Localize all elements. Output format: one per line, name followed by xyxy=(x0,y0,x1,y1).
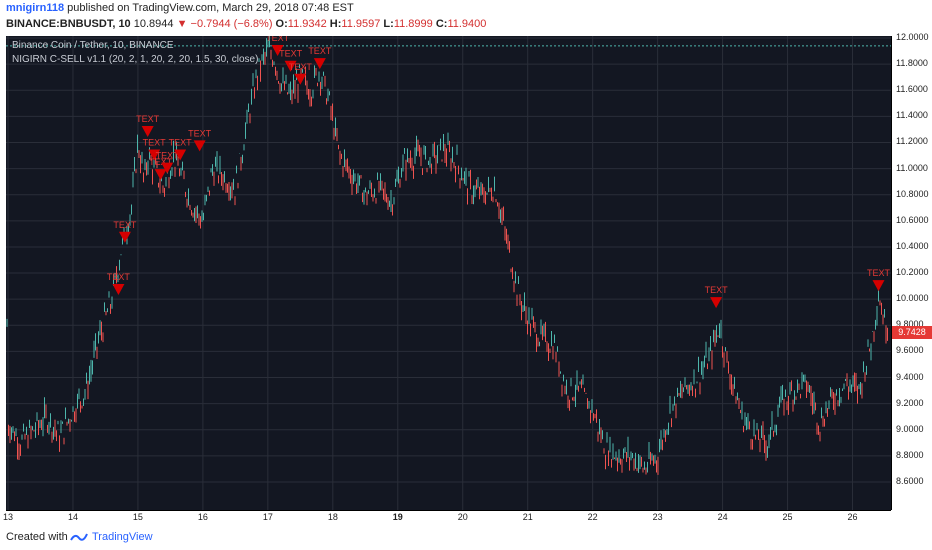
price-change: −0.7944 (−6.8%) xyxy=(190,18,273,30)
sell-signal-marker xyxy=(872,280,885,292)
time-axis-label: 25 xyxy=(782,512,793,522)
sell-signal-marker xyxy=(284,60,297,72)
price-axis-label: 10.4000 xyxy=(896,240,929,251)
sell-signal-marker xyxy=(710,297,723,309)
last-price-tag: 9.7428 xyxy=(892,325,932,339)
high-label: H: xyxy=(329,18,342,30)
publish-info: published on TradingView.com, March 29, … xyxy=(67,2,354,14)
publish-line: mnigirn118 published on TradingView.com,… xyxy=(6,2,354,14)
symbol-label: BINANCE:BNBUSDT, 10 xyxy=(6,18,131,30)
sell-signal-label: TEXT xyxy=(266,36,290,43)
sell-signal-label: TEXT xyxy=(289,62,313,72)
price-axis[interactable]: 12.0000 11.8000 11.6000 11.4000 11.2000 11.00… xyxy=(891,32,932,510)
footer: Created with TradingView xyxy=(0,524,932,550)
indicator-legend[interactable]: NIGIRN C-SELL v1.1 (20, 2, 1, 20, 2, 20,… xyxy=(12,54,259,65)
sell-signal-marker xyxy=(271,45,284,57)
time-axis-label: 20 xyxy=(457,512,468,522)
high-value: 11.9597 xyxy=(341,18,381,30)
sell-signal-marker xyxy=(148,149,161,161)
price-axis-label: 10.6000 xyxy=(896,214,929,225)
price-axis-label: 9.2000 xyxy=(896,397,924,408)
price-axis-label: 11.8000 xyxy=(896,58,928,69)
price-axis-label: 9.6000 xyxy=(896,345,924,356)
price-axis-label: 12.0000 xyxy=(896,32,929,42)
time-axis-label: 23 xyxy=(652,512,663,522)
price-plot: TEXTTEXTTEXTTEXTTEXTTEXTTEXTTEXTTEXTTEXT… xyxy=(6,33,891,510)
time-axis-label: 18 xyxy=(327,512,338,522)
price-chart[interactable]: TEXT TEXT TEXT TEXT TEXT TEXT TEXT TEXT TEXT TEXT… xyxy=(6,33,891,510)
sell-signal-marker xyxy=(118,231,131,243)
sell-signal-marker xyxy=(193,140,206,152)
open-value: 11.9342 xyxy=(287,18,327,30)
time-axis-label: 24 xyxy=(717,512,728,522)
sell-signal-marker xyxy=(112,284,125,296)
low-label: L: xyxy=(383,18,394,30)
tradingview-brand-link[interactable]: TradingView xyxy=(92,531,153,543)
price-axis-label: 8.8000 xyxy=(896,449,924,460)
current-price: 10.8944 xyxy=(133,18,174,30)
series-legend: Binance Coin / Tether, 10, BINANCE xyxy=(12,40,174,51)
time-axis-label: 16 xyxy=(197,512,208,522)
created-with-text: Created with xyxy=(6,531,68,543)
down-arrow-icon: ▼ xyxy=(176,18,188,30)
sell-signal-marker xyxy=(174,149,187,161)
sell-signal-label: TEXT xyxy=(308,46,332,56)
time-axis-label: 14 xyxy=(67,512,78,522)
price-axis-label: 10.8000 xyxy=(896,188,929,199)
sell-signal-label: TEXT xyxy=(188,128,212,138)
time-axis-label: 21 xyxy=(522,512,533,522)
price-axis-label: 11.2000 xyxy=(896,136,928,147)
price-axis-label: 11.6000 xyxy=(896,84,928,95)
close-value: 11.9400 xyxy=(447,18,487,30)
sell-signal-label: TEXT xyxy=(867,268,891,278)
time-axis-label: 26 xyxy=(847,512,858,522)
sell-signal-marker xyxy=(294,73,307,85)
price-axis-label: 9.0000 xyxy=(896,423,924,434)
price-axis-label: 10.2000 xyxy=(896,267,929,278)
time-axis-label: 19 xyxy=(392,512,403,522)
price-axis-label: 9.4000 xyxy=(896,371,924,382)
sell-signal-label: TEXT xyxy=(149,157,173,167)
price-axis-label: 8.6000 xyxy=(896,476,924,486)
symbol-line: BINANCE:BNBUSDT, 10 10.8944 ▼ −0.7944 (−… xyxy=(6,18,486,30)
time-axis-label: 13 xyxy=(3,512,14,522)
sell-signal-label: TEXT xyxy=(705,285,729,295)
tradingview-logo-icon xyxy=(70,533,88,541)
low-value: 11.8999 xyxy=(393,18,433,30)
time-axis-label: 15 xyxy=(132,512,143,522)
sell-signal-label: TEXT xyxy=(169,138,193,148)
time-axis-label: 17 xyxy=(262,512,273,522)
open-label: O: xyxy=(275,18,288,30)
sell-signal-marker xyxy=(161,162,174,174)
time-axis[interactable]: 13 14 15 16 17 18 19 20 21 22 23 24 25 26 xyxy=(3,510,891,524)
close-label: C: xyxy=(435,18,448,30)
sell-signal-marker xyxy=(313,58,326,70)
author-link[interactable]: mnigirn118 xyxy=(6,2,65,14)
sell-signal-label: TEXT xyxy=(113,220,137,230)
sell-signal-marker xyxy=(154,169,167,181)
time-axis-label: 22 xyxy=(587,512,598,522)
sell-signal-marker xyxy=(141,126,154,138)
price-axis-label: 9.8000 xyxy=(896,319,924,330)
price-axis-label: 11.0000 xyxy=(896,162,928,173)
price-axis-label: 10.0000 xyxy=(896,293,929,304)
sell-signal-label: TEXT xyxy=(156,151,180,161)
sell-signal-label: TEXT xyxy=(143,138,167,148)
chart-header: mnigirn118 published on TradingView.com,… xyxy=(0,0,932,36)
sell-signal-label: TEXT xyxy=(136,114,160,124)
sell-signal-label: TEXT xyxy=(107,272,131,282)
price-axis-label: 11.4000 xyxy=(896,110,928,121)
sell-signal-label: TEXT xyxy=(279,49,303,59)
